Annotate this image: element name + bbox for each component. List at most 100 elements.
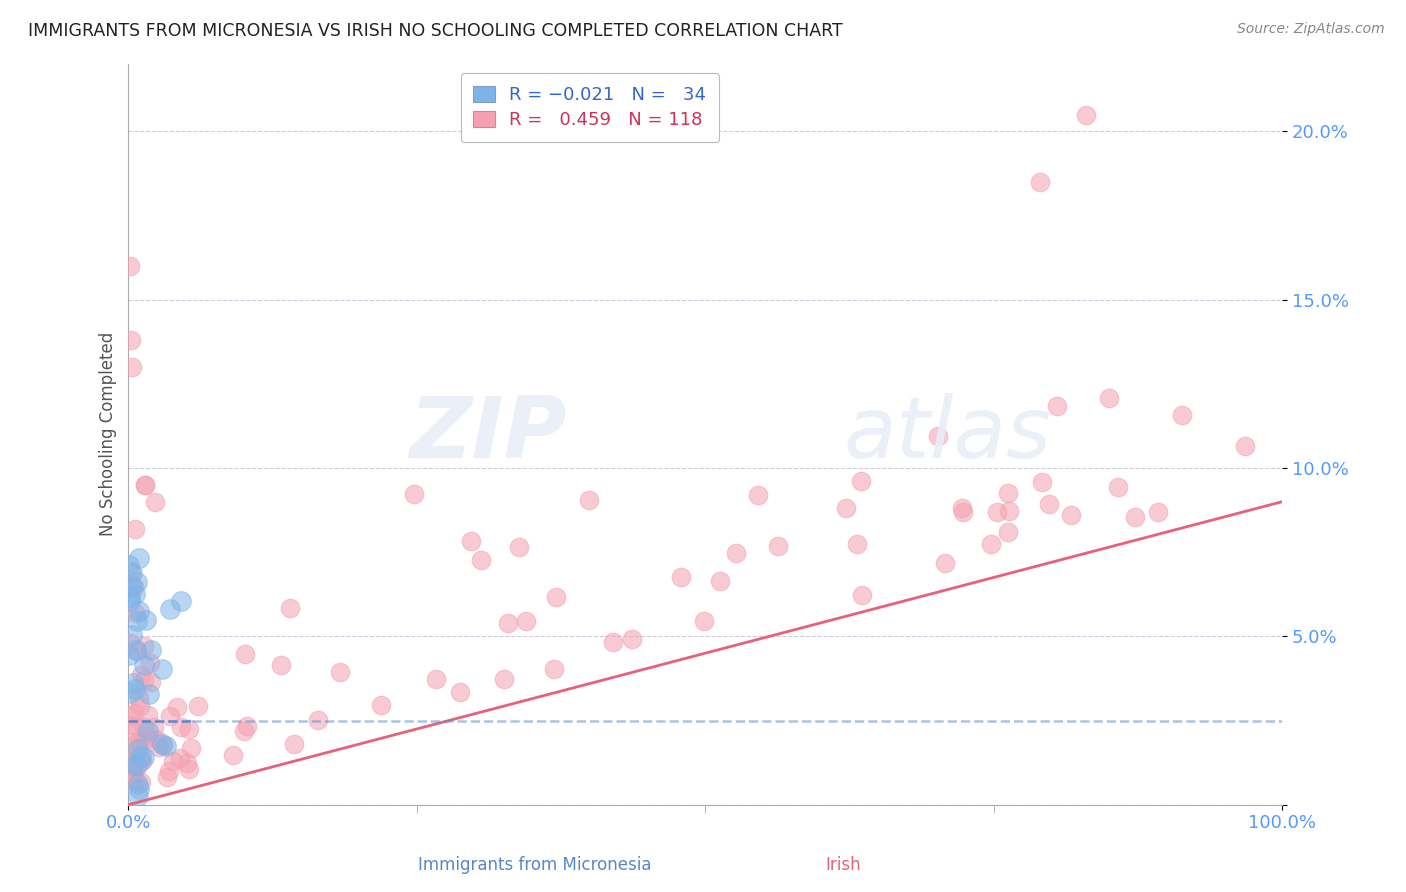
Text: Immigrants from Micronesia: Immigrants from Micronesia <box>418 855 651 873</box>
Point <box>120 756 142 771</box>
Point <box>120 333 142 347</box>
Point <box>134 658 156 673</box>
Point <box>118 764 141 779</box>
Point <box>124 773 146 788</box>
Point <box>849 474 872 488</box>
Point <box>157 764 180 779</box>
Point <box>127 614 149 628</box>
Point <box>121 759 143 773</box>
Point <box>156 770 179 784</box>
Point <box>118 259 141 273</box>
Point <box>169 750 191 764</box>
Point <box>136 724 159 739</box>
Point <box>1146 505 1168 519</box>
Point <box>138 687 160 701</box>
Point <box>118 709 141 723</box>
Point <box>121 566 143 581</box>
Point <box>134 478 156 492</box>
Text: Irish: Irish <box>825 855 862 873</box>
Point <box>986 505 1008 519</box>
Point <box>152 738 174 752</box>
Point <box>176 756 198 770</box>
Point <box>139 642 162 657</box>
Point <box>578 492 600 507</box>
Point <box>124 706 146 720</box>
Point <box>851 588 873 602</box>
Point <box>125 757 148 772</box>
Point <box>124 522 146 536</box>
Point <box>952 505 974 519</box>
Point <box>121 359 143 374</box>
Point <box>997 524 1019 539</box>
Point <box>138 708 160 723</box>
Point <box>1171 408 1194 422</box>
Point <box>1029 175 1052 189</box>
Text: atlas: atlas <box>844 392 1052 475</box>
Point <box>127 777 149 791</box>
Point <box>180 740 202 755</box>
Point <box>233 648 256 662</box>
Point <box>118 590 141 604</box>
Point <box>166 699 188 714</box>
Point <box>121 676 143 690</box>
Point <box>121 764 143 779</box>
Point <box>128 604 150 618</box>
Point <box>846 537 869 551</box>
Point <box>135 613 157 627</box>
Point <box>136 730 159 744</box>
Point <box>724 546 747 560</box>
Point <box>329 665 352 679</box>
Point <box>124 586 146 600</box>
Point <box>602 635 624 649</box>
Point <box>460 534 482 549</box>
Point <box>129 749 152 764</box>
Point <box>124 749 146 764</box>
Point <box>118 558 141 572</box>
Point <box>132 749 155 764</box>
Point <box>402 487 425 501</box>
Point <box>620 632 643 647</box>
Point <box>236 719 259 733</box>
Point <box>159 709 181 723</box>
Point <box>1038 497 1060 511</box>
Point <box>127 742 149 756</box>
Point <box>270 657 292 672</box>
Point <box>143 720 166 734</box>
Point <box>143 494 166 508</box>
Point <box>177 722 200 736</box>
Point <box>129 698 152 713</box>
Point <box>122 758 145 772</box>
Point <box>1046 399 1069 413</box>
Point <box>544 590 567 604</box>
Point <box>1098 391 1121 405</box>
Point <box>121 760 143 774</box>
Point <box>141 675 163 690</box>
Point <box>120 717 142 731</box>
Point <box>129 668 152 682</box>
Y-axis label: No Schooling Completed: No Schooling Completed <box>100 332 117 536</box>
Point <box>950 501 973 516</box>
Point <box>766 539 789 553</box>
Point <box>128 691 150 706</box>
Point <box>118 738 141 752</box>
Point <box>169 720 191 734</box>
Point <box>159 602 181 616</box>
Point <box>120 764 142 778</box>
Point <box>118 753 141 767</box>
Point <box>278 600 301 615</box>
Point <box>127 734 149 748</box>
Text: IMMIGRANTS FROM MICRONESIA VS IRISH NO SCHOOLING COMPLETED CORRELATION CHART: IMMIGRANTS FROM MICRONESIA VS IRISH NO S… <box>28 22 842 40</box>
Point <box>470 553 492 567</box>
Point <box>121 772 143 787</box>
Point <box>121 579 143 593</box>
Point <box>131 754 153 768</box>
Point <box>134 640 156 654</box>
Point <box>370 698 392 712</box>
Point <box>118 636 141 650</box>
Point <box>496 616 519 631</box>
Point <box>980 537 1002 551</box>
Point <box>1031 475 1053 490</box>
Point <box>132 720 155 734</box>
Point <box>307 713 329 727</box>
Point <box>120 764 142 778</box>
